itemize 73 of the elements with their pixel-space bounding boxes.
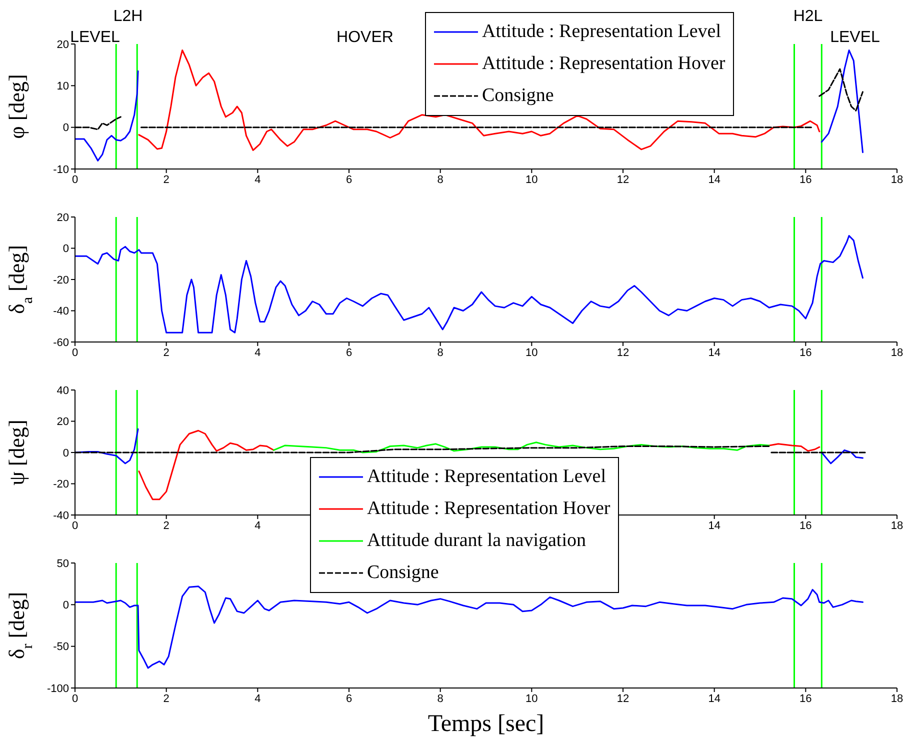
x-tick-label: 16 — [800, 174, 812, 186]
legend-label: Attitude : Representation Level — [367, 466, 606, 488]
x-tick-label: 8 — [437, 692, 444, 705]
x-tick-label: 16 — [800, 692, 812, 705]
x-tick-label: 4 — [254, 520, 261, 532]
y-axis-title: φ [deg] — [4, 74, 29, 139]
legend-label: Attitude : Representation Hover — [367, 498, 610, 520]
y-tick-label: -40 — [53, 306, 69, 318]
y-tick-label: 40 — [56, 384, 69, 397]
text: H2L — [793, 8, 823, 26]
y-tick-label: -100 — [46, 682, 69, 695]
x-tick-label: 10 — [526, 346, 538, 359]
legend-label: Consigne — [482, 85, 554, 107]
x-tick-label: 0 — [72, 346, 78, 359]
x-tick-label: 18 — [890, 692, 904, 705]
y-tick-label: -10 — [53, 164, 69, 176]
x-tick-label: 0 — [72, 692, 78, 705]
line-series — [272, 442, 770, 454]
annotation: LEVEL — [70, 29, 120, 47]
legend-label: Attitude durant la navigation — [367, 530, 586, 552]
text: L2H — [113, 8, 143, 26]
x-tick-label: 4 — [254, 174, 261, 186]
y-axis-title: ψ [deg] — [4, 420, 29, 486]
x-tick-label: 16 — [800, 346, 812, 359]
x-tick-label: 8 — [437, 174, 444, 186]
x-tick-label: 10 — [526, 174, 538, 186]
y-tick-label: 0 — [62, 122, 69, 134]
line-series — [75, 586, 864, 669]
y-tick-label: -20 — [53, 478, 69, 491]
y-tick-label: 50 — [56, 558, 69, 570]
y-tick-label: -40 — [53, 510, 69, 522]
y-tick-label: -50 — [53, 641, 69, 654]
x-tick-label: 2 — [163, 174, 170, 186]
x-tick-label: 2 — [163, 520, 170, 532]
x-tick-label: 14 — [708, 692, 720, 705]
y-tick-label: 20 — [56, 38, 69, 51]
x-tick-label: 2 — [163, 346, 170, 359]
legend-label: Attitude : Representation Level — [482, 21, 722, 43]
x-tick-label: 14 — [708, 520, 720, 532]
annotation: HOVER — [336, 29, 394, 47]
y-tick-label: 0 — [62, 600, 69, 612]
y-tick-label: -20 — [53, 274, 69, 286]
x-tick-label: 12 — [616, 692, 630, 705]
x-tick-label: 14 — [708, 174, 720, 186]
x-tick-label: 0 — [72, 174, 78, 186]
x-tick-label: 12 — [616, 174, 630, 186]
x-tick-label: 6 — [346, 346, 352, 359]
x-tick-label: 14 — [708, 346, 720, 359]
y-tick-label: 10 — [56, 80, 69, 93]
annotation: LEVEL — [830, 29, 880, 47]
legend-label: Attitude : Representation Hover — [482, 53, 726, 75]
x-tick-label: 6 — [346, 692, 352, 705]
y-tick-label: 0 — [62, 243, 69, 256]
x-tick-label: 2 — [163, 692, 170, 705]
x-axis-title: Temps [sec] — [428, 711, 544, 737]
x-tick-label: 18 — [890, 520, 904, 532]
x-tick-label: 18 — [890, 346, 904, 359]
x-tick-label: 6 — [346, 174, 352, 186]
x-tick-label: 0 — [72, 520, 78, 532]
x-tick-label: 16 — [800, 520, 812, 532]
x-tick-label: 8 — [437, 346, 444, 359]
y-tick-label: 20 — [56, 416, 69, 428]
x-tick-label: 10 — [526, 692, 538, 705]
legend-label: Consigne — [367, 562, 439, 584]
y-tick-label: -60 — [53, 336, 69, 349]
x-tick-label: 12 — [616, 346, 630, 359]
x-tick-label: 18 — [890, 174, 904, 186]
y-tick-label: 20 — [56, 212, 69, 224]
line-series — [138, 50, 820, 151]
x-tick-label: 4 — [254, 346, 261, 359]
y-tick-label: 0 — [62, 447, 69, 460]
line-series — [75, 235, 864, 334]
x-tick-label: 4 — [254, 692, 261, 705]
